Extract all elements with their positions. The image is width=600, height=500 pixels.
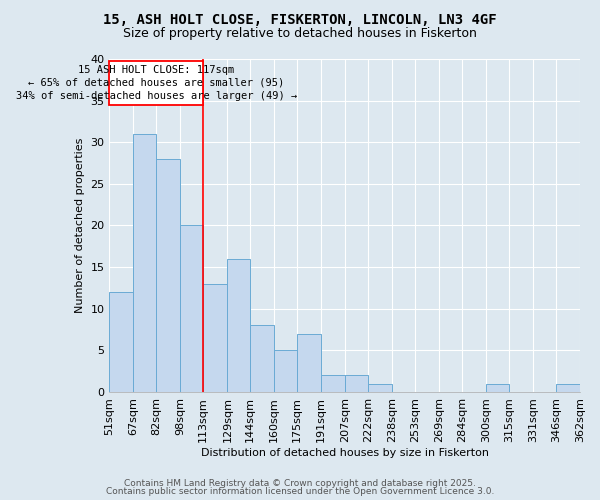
Text: 15 ASH HOLT CLOSE: 117sqm
← 65% of detached houses are smaller (95)
34% of semi-: 15 ASH HOLT CLOSE: 117sqm ← 65% of detac… [16,64,297,101]
Bar [321,376,346,392]
Bar [227,259,250,392]
Bar [156,159,181,392]
Bar [181,226,203,392]
Bar [133,134,156,392]
X-axis label: Distribution of detached houses by size in Fiskerton: Distribution of detached houses by size … [200,448,488,458]
Text: Size of property relative to detached houses in Fiskerton: Size of property relative to detached ho… [123,28,477,40]
Text: Contains public sector information licensed under the Open Government Licence 3.: Contains public sector information licen… [106,487,494,496]
Y-axis label: Number of detached properties: Number of detached properties [75,138,85,313]
Bar [109,292,133,392]
FancyBboxPatch shape [109,60,203,105]
Bar [486,384,509,392]
Bar [368,384,392,392]
Text: Contains HM Land Registry data © Crown copyright and database right 2025.: Contains HM Land Registry data © Crown c… [124,478,476,488]
Text: 15, ASH HOLT CLOSE, FISKERTON, LINCOLN, LN3 4GF: 15, ASH HOLT CLOSE, FISKERTON, LINCOLN, … [103,12,497,26]
Bar [203,284,227,392]
Bar [274,350,297,392]
Bar [297,334,321,392]
Bar [346,376,368,392]
Bar [250,326,274,392]
Bar [556,384,580,392]
